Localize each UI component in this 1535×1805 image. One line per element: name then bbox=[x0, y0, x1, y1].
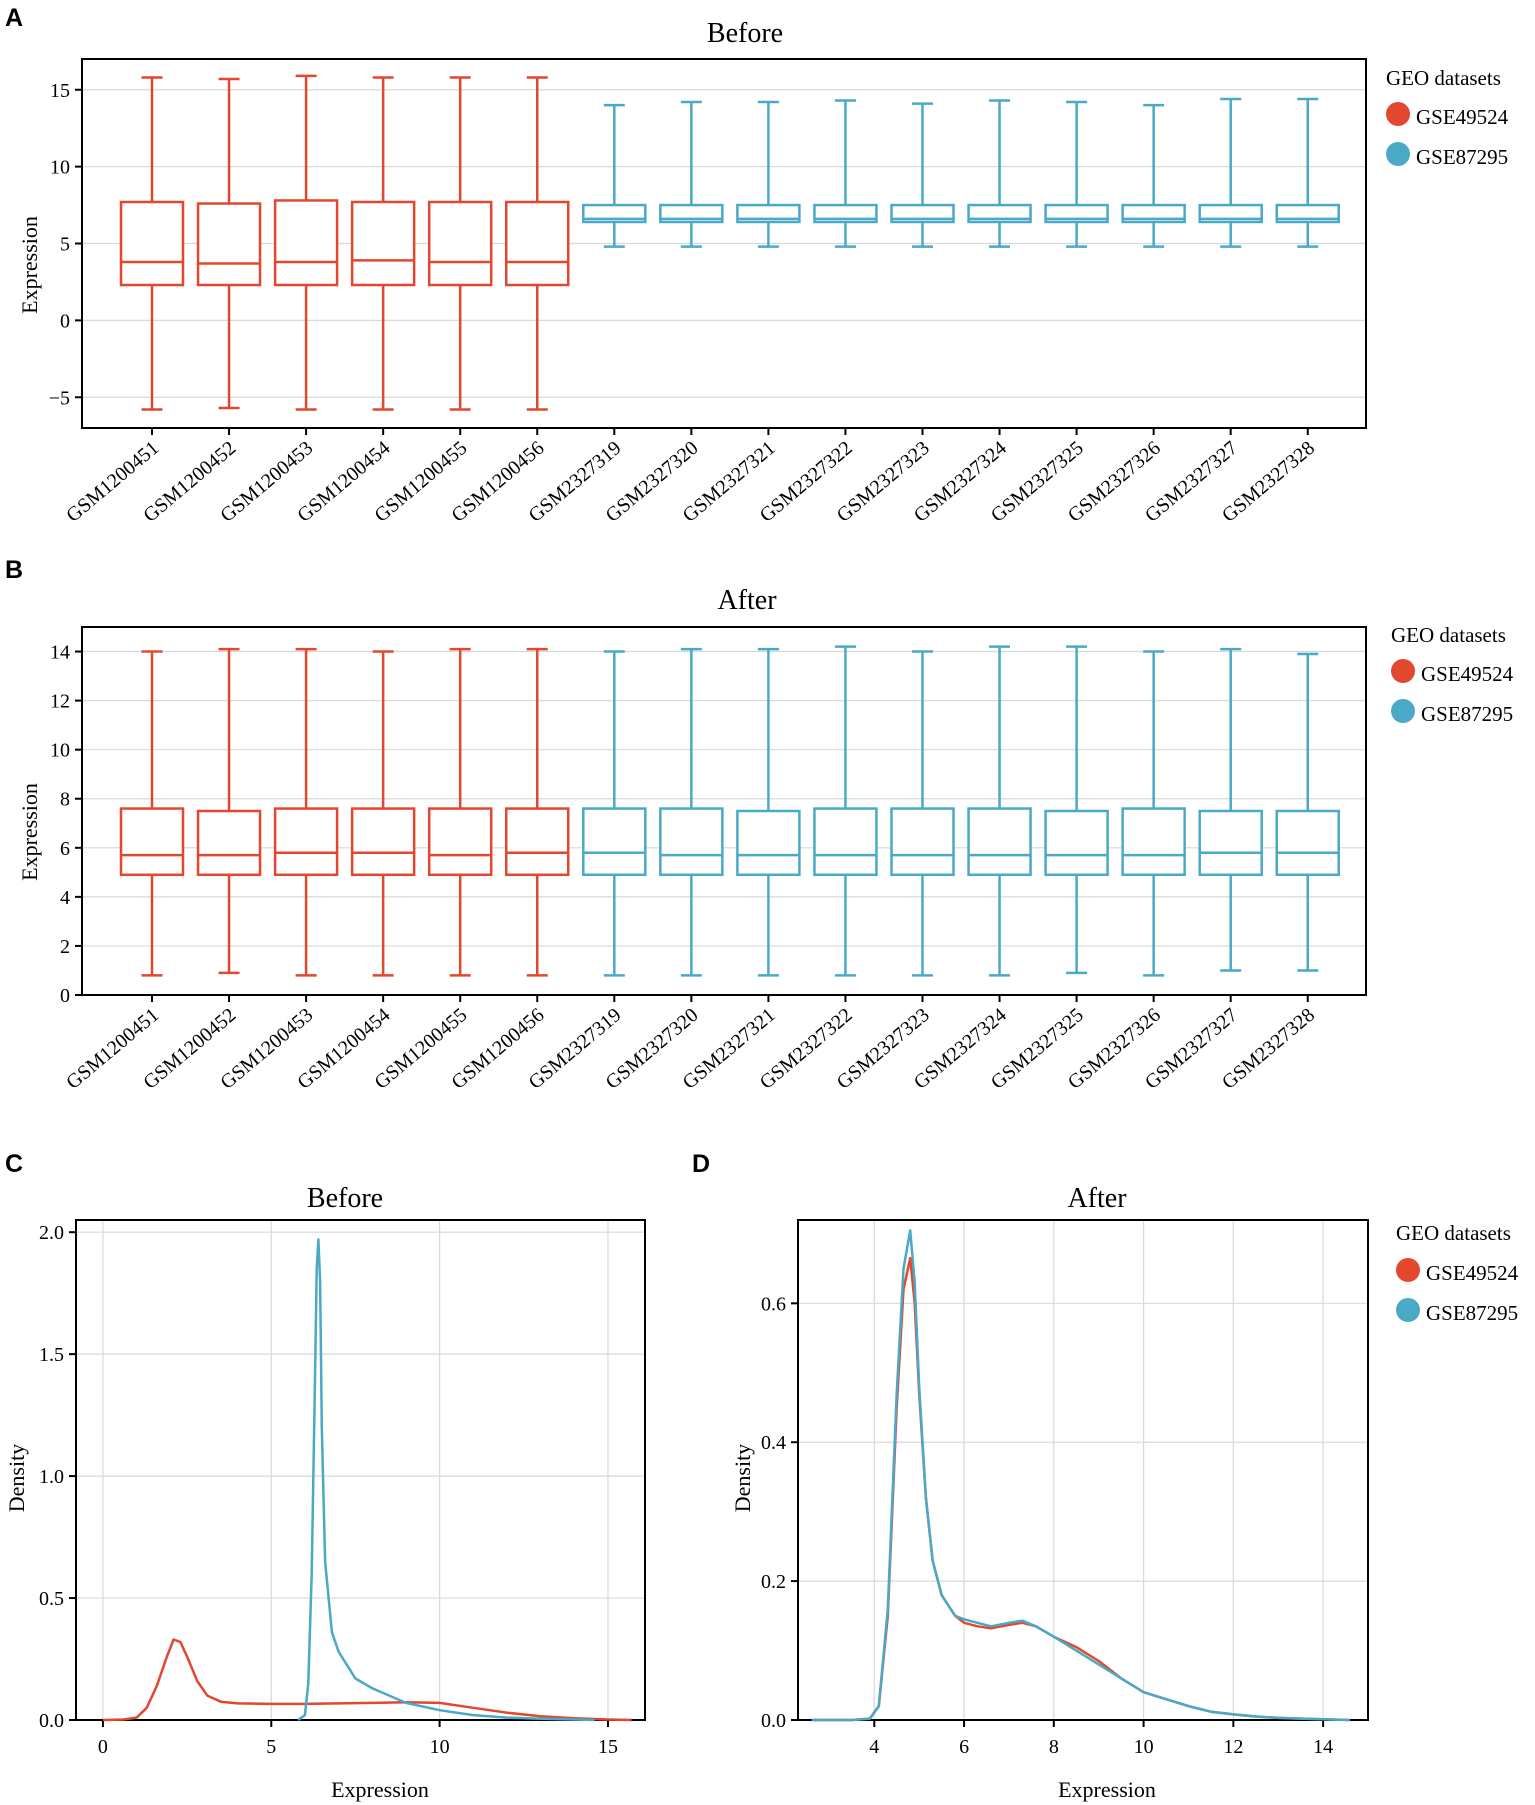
chart-d-xtick-label: 4 bbox=[869, 1736, 879, 1758]
chart-b-box bbox=[967, 807, 1032, 877]
chart-a-ytick-label: −5 bbox=[49, 387, 70, 409]
chart-d-xtick-label: 10 bbox=[1134, 1736, 1154, 1758]
chart-a-ytick-label: 15 bbox=[50, 80, 70, 102]
chart-a-plot: −5051015GSM1200451GSM1200452GSM1200453GS… bbox=[49, 58, 1367, 527]
chart-b-box bbox=[273, 807, 339, 877]
chart-a-box bbox=[273, 199, 339, 287]
chart-b-title: After bbox=[717, 585, 777, 616]
chart-a-box bbox=[119, 200, 185, 287]
chart-c-ytick-label: 0.5 bbox=[39, 1588, 64, 1610]
legend-a-swatch-gse87295 bbox=[1386, 142, 1410, 166]
chart-d-frame bbox=[797, 1219, 1369, 1721]
chart-d-xtick-label: 14 bbox=[1313, 1736, 1333, 1758]
chart-b-box bbox=[1198, 809, 1263, 877]
legend-b-swatch-gse49524 bbox=[1391, 659, 1415, 683]
legend-a-title: GEO datasets bbox=[1386, 66, 1501, 90]
chart-c-title: Before bbox=[307, 1183, 383, 1214]
chart-c-ytick-label: 0.0 bbox=[39, 1710, 64, 1732]
chart-b-box bbox=[890, 807, 955, 877]
legend-d-label-gse87295: GSE87295 bbox=[1426, 1301, 1518, 1325]
chart-d-series-gse87295 bbox=[811, 1229, 1351, 1722]
chart-b-box bbox=[813, 807, 878, 877]
chart-b-box bbox=[427, 807, 493, 877]
chart-b-ylabel: Expression bbox=[17, 783, 42, 881]
legend-b-title: GEO datasets bbox=[1391, 623, 1506, 647]
chart-b-box bbox=[582, 807, 647, 877]
chart-c-xlabel: Expression bbox=[331, 1777, 429, 1802]
legend-b-label-gse49524: GSE49524 bbox=[1421, 662, 1514, 686]
chart-c-frame bbox=[75, 1219, 646, 1721]
chart-c-series-gse49524 bbox=[102, 1638, 632, 1722]
chart-b-ytick-label: 6 bbox=[60, 838, 70, 860]
chart-d-ytick-label: 0.4 bbox=[761, 1432, 786, 1454]
chart-b-ytick-label: 12 bbox=[50, 691, 70, 713]
chart-b-ytick-label: 10 bbox=[50, 740, 70, 762]
chart-a-box bbox=[427, 200, 493, 287]
chart-c-xtick-label: 10 bbox=[430, 1736, 450, 1758]
chart-c-ytick-label: 2.0 bbox=[39, 1222, 64, 1244]
chart-d-ylabel: Density bbox=[730, 1444, 755, 1512]
legend-a-swatch-gse49524 bbox=[1386, 102, 1410, 126]
legend-d-swatch-gse87295 bbox=[1396, 1298, 1420, 1322]
legend-a: GEO datasets GSE49524 GSE87295 bbox=[1386, 66, 1509, 169]
legend-d-swatch-gse49524 bbox=[1396, 1258, 1420, 1282]
chart-b-ytick-label: 4 bbox=[60, 887, 70, 909]
chart-c-xtick-label: 5 bbox=[266, 1736, 276, 1758]
chart-a-box bbox=[196, 202, 262, 287]
chart-c-series-gse87295 bbox=[297, 1238, 595, 1722]
chart-b-ytick-label: 14 bbox=[50, 642, 70, 664]
chart-b-box bbox=[736, 809, 801, 877]
chart-b-box bbox=[1044, 809, 1109, 877]
chart-b-box bbox=[1121, 807, 1186, 877]
legend-a-label-gse49524: GSE49524 bbox=[1416, 105, 1509, 129]
panel-letter-a: A bbox=[5, 4, 23, 32]
chart-b-plot: 02468101214GSM1200451GSM1200452GSM120045… bbox=[50, 626, 1367, 1094]
chart-d-plot: 0.0 0.2 0.4 0.6 4 6 8 10 12 14 bbox=[761, 1219, 1369, 1758]
chart-c-xtick-label: 0 bbox=[98, 1736, 108, 1758]
legend-d-label-gse49524: GSE49524 bbox=[1426, 1261, 1519, 1285]
legend-b: GEO datasets GSE49524 GSE87295 bbox=[1391, 623, 1514, 726]
chart-b-box bbox=[350, 807, 416, 877]
chart-a-ylabel: Expression bbox=[17, 216, 42, 314]
chart-d-xtick-label: 6 bbox=[959, 1736, 969, 1758]
legend-b-swatch-gse87295 bbox=[1391, 699, 1415, 723]
chart-c-ytick-label: 1.5 bbox=[39, 1344, 64, 1366]
panel-letter-c: C bbox=[5, 1150, 23, 1178]
chart-a-box bbox=[505, 200, 570, 287]
chart-b-ytick-label: 0 bbox=[60, 985, 70, 1007]
chart-d-xlabel: Expression bbox=[1058, 1777, 1156, 1802]
chart-d-xtick-label: 8 bbox=[1049, 1736, 1059, 1758]
chart-b-box bbox=[659, 807, 724, 877]
chart-b-frame bbox=[81, 626, 1367, 996]
panel-letter-b: B bbox=[5, 556, 23, 584]
chart-a-ytick-label: 0 bbox=[60, 310, 70, 332]
chart-a-box bbox=[350, 200, 416, 287]
chart-b-ytick-label: 2 bbox=[60, 936, 70, 958]
chart-c-plot: 0.0 0.5 1.0 1.5 2.0 0 5 10 15 bbox=[39, 1219, 646, 1758]
legend-b-label-gse87295: GSE87295 bbox=[1421, 702, 1513, 726]
chart-c-xtick-label: 15 bbox=[598, 1736, 618, 1758]
chart-a-ytick-label: 10 bbox=[50, 157, 70, 179]
legend-d: GEO datasets GSE49524 GSE87295 bbox=[1396, 1221, 1519, 1325]
chart-b-box bbox=[196, 809, 262, 877]
legend-a-label-gse87295: GSE87295 bbox=[1416, 145, 1508, 169]
chart-d-title: After bbox=[1067, 1183, 1127, 1214]
panel-letter-d: D bbox=[692, 1150, 710, 1178]
chart-a-ytick-label: 5 bbox=[60, 234, 70, 256]
legend-d-title: GEO datasets bbox=[1396, 1221, 1511, 1245]
chart-b-box bbox=[1275, 809, 1340, 877]
chart-c-ylabel: Density bbox=[4, 1444, 29, 1512]
chart-d-xtick-label: 12 bbox=[1223, 1736, 1243, 1758]
chart-d-ytick-label: 0.0 bbox=[761, 1710, 786, 1732]
chart-a-title: Before bbox=[707, 18, 783, 49]
chart-d-ytick-label: 0.2 bbox=[761, 1571, 786, 1593]
chart-d-ytick-label: 0.6 bbox=[761, 1293, 786, 1315]
chart-b-box bbox=[505, 807, 570, 877]
chart-b-box bbox=[119, 807, 185, 877]
chart-b-ytick-label: 8 bbox=[60, 789, 70, 811]
chart-c-ytick-label: 1.0 bbox=[39, 1466, 64, 1488]
